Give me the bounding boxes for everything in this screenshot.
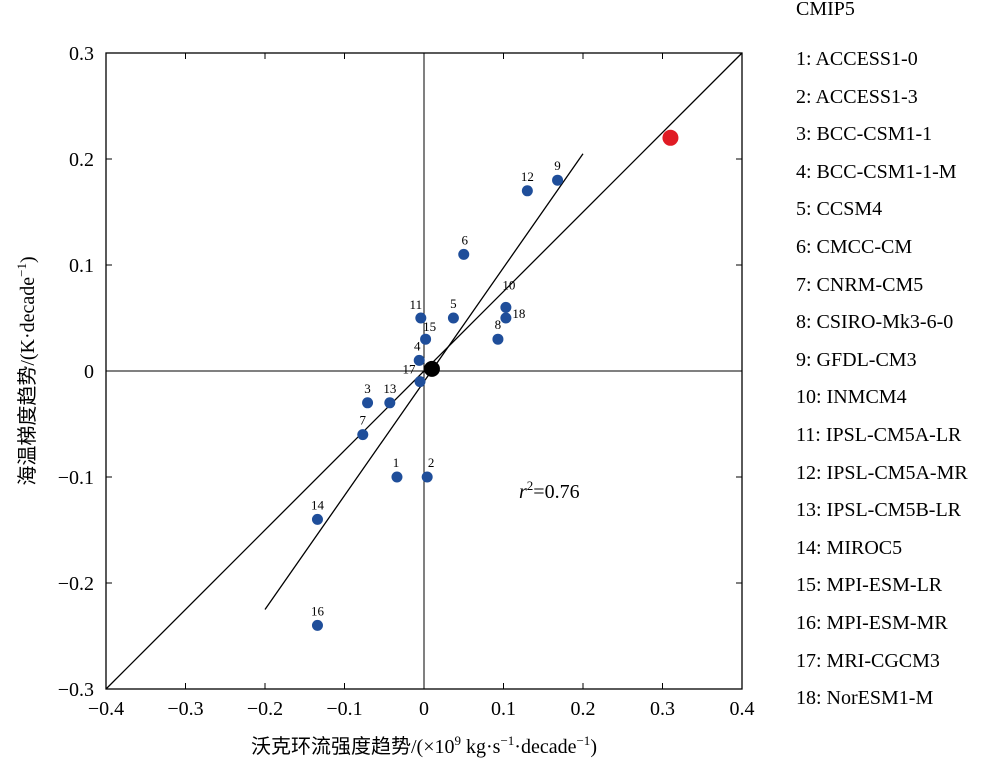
legend-item: 17: MRI-CGCM3 <box>796 649 940 672</box>
legend-item: 15: MPI-ESM-LR <box>796 574 943 597</box>
y-axis-title: 海温梯度趋势/(K·decade−1) <box>14 256 39 485</box>
x-tick-label: −0.1 <box>326 698 362 720</box>
legend-item: 14: MIROC5 <box>796 536 903 559</box>
x-axis-title: 沃克环流强度趋势/(×109 kg·s−1·decade−1) <box>251 733 597 758</box>
legend-item: 4: BCC-CSM1-1-M <box>796 160 957 183</box>
model-point-label-12: 12 <box>521 169 534 184</box>
y-tick-label: 0.3 <box>69 43 94 65</box>
model-point-label-1: 1 <box>393 455 400 470</box>
model-point-16 <box>311 619 323 631</box>
model-point-14 <box>311 513 323 525</box>
legend-item: 16: MPI-ESM-MR <box>796 612 948 634</box>
legend-item: 7: CNRM-CM5 <box>796 273 924 296</box>
model-point-label-5: 5 <box>450 296 457 311</box>
legend-item: 9: GFDL-CM3 <box>796 348 917 371</box>
x-tick-label: 0.4 <box>730 698 755 720</box>
model-point-13 <box>384 397 396 409</box>
plot-area: −0.4 −0.3 −0.2 −0.1 0 0.1 0.2 0.3 0.4−0.3−0.2−0.… <box>58 43 755 720</box>
model-point-1 <box>391 471 403 483</box>
legend-item: 6: CMCC-CM <box>796 236 913 258</box>
model-point-5 <box>447 312 459 324</box>
x-tick-label: 0.1 <box>491 698 516 720</box>
legend-item: 1: ACCESS1-0 <box>796 48 918 70</box>
x-tick-label: −0.4 <box>88 698 124 720</box>
model-point-label-3: 3 <box>364 381 371 396</box>
model-point-label-6: 6 <box>462 232 469 247</box>
legend-item: 13: IPSL-CM5B-LR <box>796 499 962 522</box>
legend-item: 18: NorESM1-M <box>796 687 934 710</box>
model-point-8 <box>492 333 504 345</box>
y-tick-label: 0.1 <box>69 255 94 277</box>
model-point-label-8: 8 <box>495 317 502 332</box>
y-tick-label: 0 <box>84 361 94 383</box>
x-tick-label: 0 <box>419 698 429 720</box>
model-point-label-15: 15 <box>423 319 436 334</box>
x-tick-label: −0.2 <box>247 698 283 720</box>
ensemble-mean-point <box>423 360 440 377</box>
model-point-17 <box>414 376 426 388</box>
model-point-label-4: 4 <box>414 338 421 353</box>
y-tick-label: −0.1 <box>58 467 94 489</box>
model-point-4 <box>413 354 425 366</box>
model-point-7 <box>357 429 369 441</box>
model-point-6 <box>458 248 470 260</box>
model-point-label-11: 11 <box>410 297 423 312</box>
model-point-label-7: 7 <box>360 413 367 428</box>
model-point-label-16: 16 <box>311 603 325 618</box>
model-point-11 <box>415 312 427 324</box>
model-point-18 <box>500 312 512 324</box>
r-squared-annotation: r2=0.76 <box>519 478 580 503</box>
legend-item: 12: IPSL-CM5A-MR <box>796 461 968 484</box>
one-to-one-line <box>105 52 743 690</box>
x-tick-label: −0.3 <box>167 698 203 720</box>
legend-item: 10: INMCM4 <box>796 386 907 409</box>
model-point-label-9: 9 <box>554 158 561 173</box>
x-tick-label: 0.3 <box>650 698 675 720</box>
model-point-label-17: 17 <box>403 362 417 377</box>
model-point-12 <box>521 185 533 197</box>
model-point-label-13: 13 <box>383 381 396 396</box>
legend-title: CMIP5 <box>796 0 855 20</box>
legend-item: 2: ACCESS1-3 <box>796 85 918 108</box>
legend-item: 5: CCSM4 <box>796 198 883 221</box>
observation-point <box>662 129 679 146</box>
y-tick-label: −0.3 <box>58 679 94 701</box>
model-point-label-18: 18 <box>512 306 525 321</box>
y-tick-label: 0.2 <box>69 149 94 171</box>
y-tick-label: −0.2 <box>58 573 94 595</box>
x-tick-label: 0.2 <box>571 698 596 720</box>
model-point-15 <box>420 333 432 345</box>
legend-item: 8: CSIRO-Mk3-6-0 <box>796 311 954 334</box>
legend-item: 3: BCC-CSM1-1 <box>796 123 933 146</box>
model-point-3 <box>362 397 374 409</box>
model-point-2 <box>421 471 433 483</box>
model-point-9 <box>552 174 564 186</box>
legend-item: 11: IPSL-CM5A-LR <box>796 424 962 446</box>
model-point-10 <box>500 301 512 313</box>
model-point-label-10: 10 <box>502 277 515 292</box>
model-point-label-14: 14 <box>311 497 325 512</box>
model-point-label-2: 2 <box>428 455 435 470</box>
